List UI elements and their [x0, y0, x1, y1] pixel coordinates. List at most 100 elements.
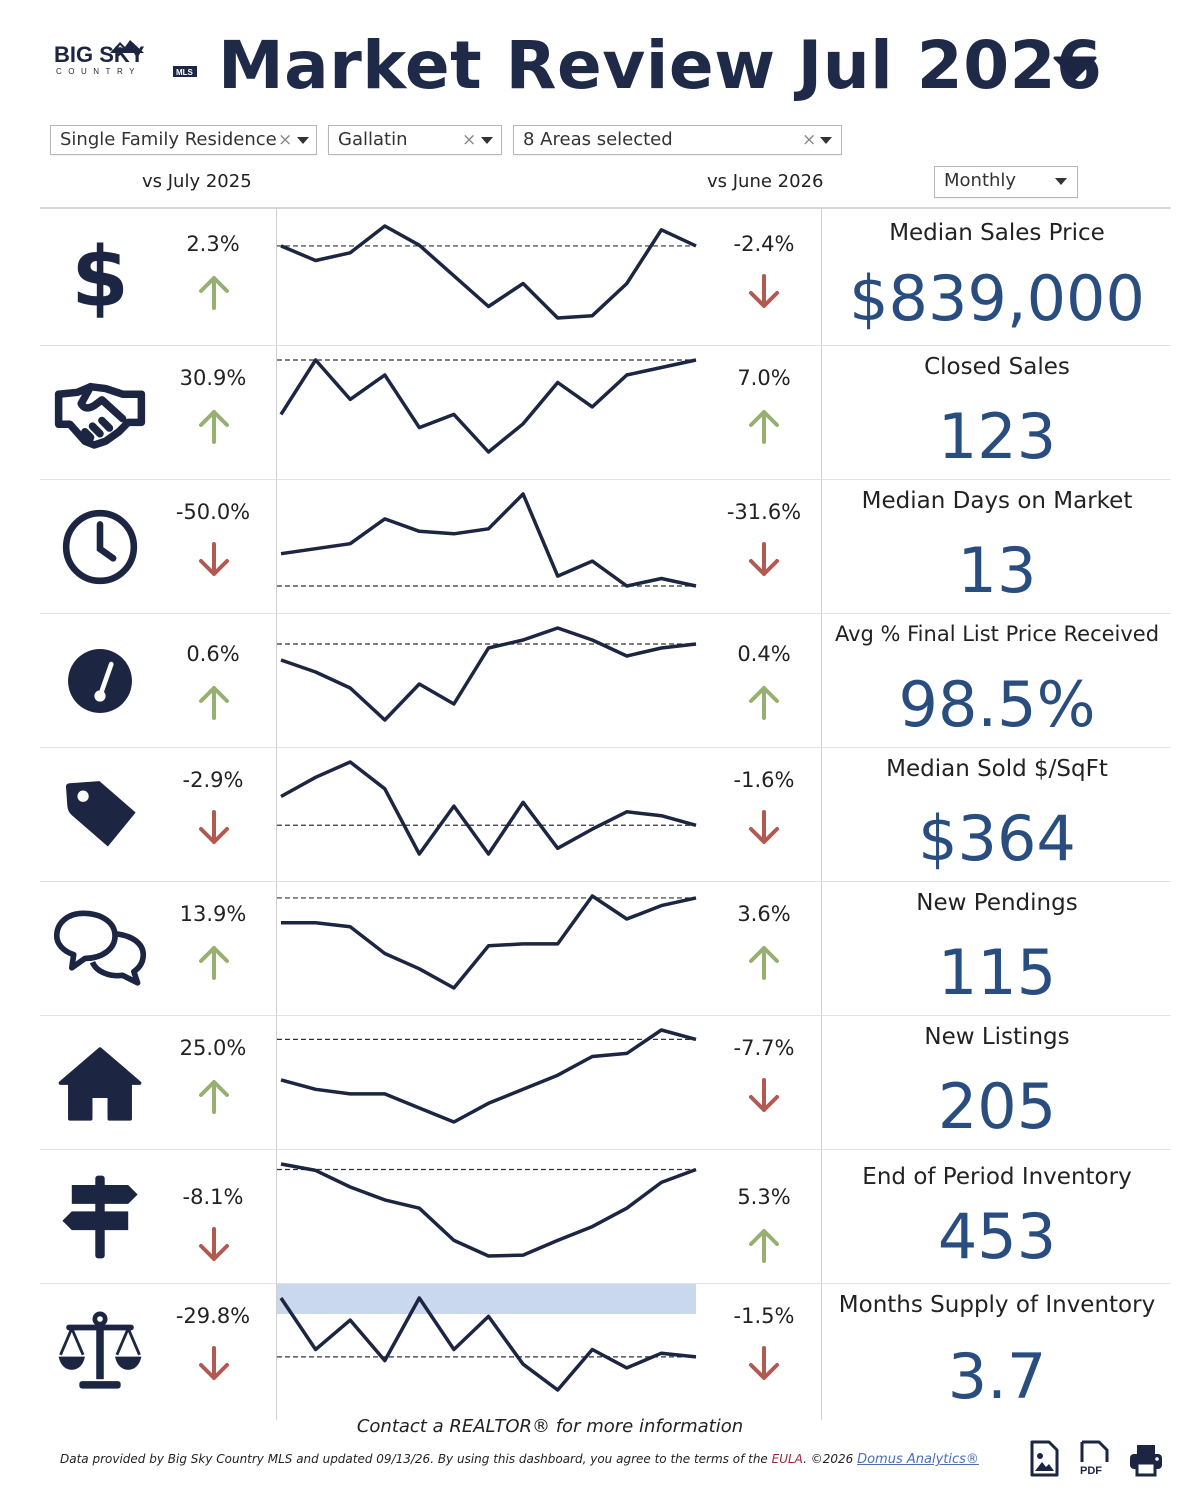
chevron-down-icon[interactable]	[481, 137, 493, 144]
chat-bubbles-icon	[53, 910, 147, 986]
clear-icon[interactable]: ×	[278, 130, 293, 150]
trend-line	[280, 492, 697, 588]
trend-line	[280, 224, 697, 320]
row-divider	[40, 1149, 1171, 1150]
house-icon	[58, 1047, 142, 1121]
column-divider	[276, 209, 277, 1420]
row-divider	[40, 1283, 1171, 1284]
trend-line	[280, 626, 697, 722]
yoy-change-value: -50.0%	[175, 500, 251, 524]
arrow-up-icon	[749, 410, 779, 444]
trend-sparkline	[277, 894, 697, 990]
trend-line	[279, 1296, 697, 1392]
metric-name: Median Sales Price	[889, 220, 1105, 246]
mom-change-value: -1.5%	[733, 1304, 795, 1328]
disclaimer-prefix: Data provided by Big Sky Country MLS and…	[60, 1452, 772, 1466]
areas-filter[interactable]: 8 Areas selected ×	[513, 125, 842, 155]
trend-sparkline	[277, 492, 697, 588]
threshold-highlight-band	[277, 1284, 696, 1314]
signpost-icon	[62, 1175, 138, 1259]
header-divider	[40, 207, 1171, 209]
chevron-down-icon[interactable]	[820, 137, 832, 144]
metric-row: $2.3% -2.4% Median Sales Price $839,000	[40, 212, 1171, 346]
column-divider	[821, 209, 822, 1420]
arrow-up-icon	[199, 1080, 229, 1114]
arrow-up-icon	[749, 1229, 779, 1263]
svg-text:$: $	[71, 232, 129, 325]
metric-row: 0.6% 0.4% Avg % Final List Price Received 9…	[40, 614, 1171, 748]
row-divider	[40, 747, 1171, 748]
metric-name: New Pendings	[916, 890, 1078, 916]
yoy-change-value: 2.3%	[186, 232, 240, 256]
trend-sparkline	[277, 760, 697, 856]
trend-line	[281, 894, 697, 990]
trend-line	[280, 1162, 697, 1258]
period-dropdown-caret-icon[interactable]	[1052, 52, 1098, 82]
trend-line	[280, 1028, 697, 1124]
mom-change-value: 5.3%	[737, 1185, 791, 1209]
yoy-change-value: -8.1%	[182, 1185, 244, 1209]
contact-realtor-text: Contact a REALTOR® for more information	[356, 1416, 744, 1437]
dollar-icon: $	[71, 232, 129, 325]
arrow-up-icon	[199, 276, 229, 310]
gauge-icon	[68, 649, 132, 713]
metric-name: Avg % Final List Price Received	[834, 622, 1160, 646]
clear-icon[interactable]: ×	[802, 130, 817, 150]
download-image-icon[interactable]	[1027, 1440, 1061, 1478]
yoy-change-value: 30.9%	[179, 366, 247, 390]
logo-mls-badge: MLS	[176, 68, 194, 77]
arrow-up-icon	[749, 686, 779, 720]
metric-name: Median Days on Market	[861, 488, 1133, 514]
yoy-compare-label: vs July 2025	[142, 171, 252, 192]
download-pdf-icon[interactable]: PDF	[1077, 1440, 1111, 1478]
county-filter[interactable]: Gallatin ×	[328, 125, 502, 155]
chevron-down-icon[interactable]	[1055, 178, 1067, 185]
mom-change-value: -7.7%	[733, 1036, 795, 1060]
chevron-down-icon[interactable]	[297, 137, 309, 144]
eula-link[interactable]: EULA	[771, 1452, 804, 1466]
logo-country-text: COUNTRY	[56, 67, 141, 76]
arrow-down-icon	[199, 542, 229, 576]
mom-change-value: 7.0%	[737, 366, 791, 390]
logo-big-text: BIG SKY	[54, 42, 145, 67]
metric-name: Months Supply of Inventory	[838, 1292, 1156, 1318]
areas-value: 8 Areas selected	[523, 129, 673, 150]
arrow-up-icon	[749, 946, 779, 980]
trend-sparkline	[277, 358, 697, 454]
arrow-down-icon	[199, 1346, 229, 1380]
print-icon[interactable]	[1127, 1440, 1165, 1478]
row-divider	[40, 479, 1171, 480]
arrow-up-icon	[199, 686, 229, 720]
row-divider	[40, 613, 1171, 614]
metric-value: $839,000	[849, 262, 1145, 335]
trend-sparkline	[277, 626, 697, 722]
domus-analytics-link[interactable]: Domus Analytics®	[857, 1452, 979, 1467]
row-divider	[40, 881, 1171, 882]
mom-compare-label: vs June 2026	[707, 171, 824, 192]
trend-sparkline	[277, 1284, 697, 1392]
metric-value: 115	[937, 936, 1057, 1009]
mom-change-value: -31.6%	[726, 500, 802, 524]
county-value: Gallatin	[338, 129, 408, 150]
property-type-value: Single Family Residence	[60, 129, 277, 150]
trend-line	[279, 358, 697, 454]
arrow-down-icon	[749, 810, 779, 844]
metric-value: 13	[957, 534, 1037, 607]
clear-icon[interactable]: ×	[462, 130, 477, 150]
arrow-down-icon	[749, 1078, 779, 1112]
mom-change-value: 3.6%	[737, 902, 791, 926]
metric-value: 123	[937, 400, 1057, 473]
trend-sparkline	[277, 1162, 697, 1258]
metric-name: End of Period Inventory	[862, 1164, 1132, 1190]
property-type-filter[interactable]: Single Family Residence ×	[50, 125, 317, 155]
scale-icon	[58, 1311, 142, 1389]
big-sky-country-mls-logo: BIG SKY COUNTRY MLS	[54, 40, 197, 77]
yoy-change-value: 25.0%	[179, 1036, 247, 1060]
period-select[interactable]: Monthly	[934, 166, 1078, 198]
yoy-change-value: -29.8%	[175, 1304, 251, 1328]
metric-value: 98.5%	[898, 668, 1096, 741]
metric-name: New Listings	[924, 1024, 1070, 1050]
mom-change-value: -1.6%	[733, 768, 795, 792]
arrow-down-icon	[749, 274, 779, 308]
